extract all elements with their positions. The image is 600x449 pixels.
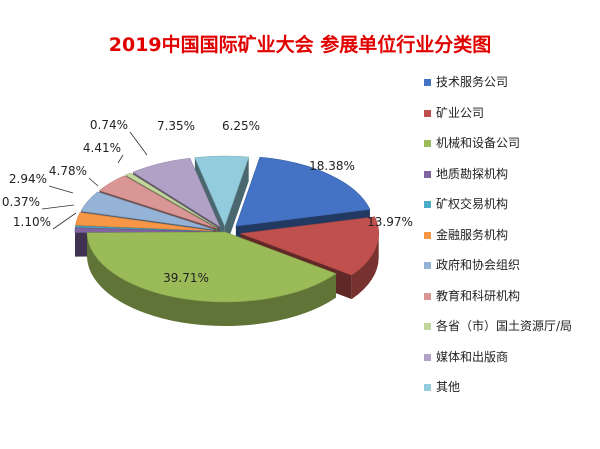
legend-label: 机械和设备公司 — [436, 136, 521, 150]
legend-label: 其他 — [436, 380, 461, 394]
legend: 技术服务公司 矿业公司机械和设备公司 地质勘探机构 矿权交易机构 金融服务机构 政府和协会… — [424, 74, 572, 410]
leader-line — [48, 185, 74, 194]
legend-swatch — [424, 292, 431, 300]
data-label: 6.25% — [222, 119, 260, 133]
legend-swatch — [424, 384, 431, 391]
legend-item: 其他 — [424, 379, 572, 410]
data-label: 13.97% — [367, 215, 413, 229]
legend-item: 金融服务机构 — [424, 227, 572, 258]
legend-label: 教育和科研机构 — [436, 288, 521, 303]
legend-swatch — [424, 140, 431, 147]
legend-item: 机械和设备公司 — [424, 135, 572, 166]
chart-title: 2019中国国际矿业大会 参展单位行业分类图 — [108, 34, 492, 56]
legend-swatch — [424, 231, 431, 239]
legend-label: 技术服务公司 — [436, 75, 509, 89]
pie-slice — [86, 231, 337, 326]
leader-line — [41, 204, 75, 210]
legend-swatch — [424, 201, 431, 208]
legend-swatch — [424, 353, 431, 361]
leader-line — [88, 177, 99, 187]
legend-label: 媒体和出版商 — [436, 349, 509, 364]
legend-swatch — [424, 262, 431, 269]
legend-item: 各省（市）国土资源厅/局 — [424, 318, 572, 349]
data-label: 0.74% — [90, 118, 128, 132]
legend-label: 政府和协会组织 — [436, 258, 521, 272]
data-label: 4.41% — [83, 141, 121, 155]
legend-label: 各省（市）国土资源厅/局 — [436, 319, 573, 333]
legend-swatch — [424, 323, 431, 330]
legend-swatch — [424, 79, 431, 86]
data-label: 4.78% — [49, 164, 87, 178]
data-label: 39.71% — [163, 271, 209, 285]
legend-label: 地质勘探机构 — [436, 166, 509, 181]
legend-item: 技术服务公司 — [424, 74, 572, 105]
data-label: 0.37% — [2, 195, 40, 209]
data-label: 18.38% — [309, 159, 355, 173]
legend-item: 地质勘探机构 — [424, 166, 572, 197]
legend-item: 矿业公司 — [424, 105, 572, 136]
legend-item: 矿权交易机构 — [424, 196, 572, 227]
legend-swatch — [424, 109, 431, 117]
legend-item: 教育和科研机构 — [424, 288, 572, 319]
legend-label: 金融服务机构 — [436, 227, 509, 242]
legend-label: 矿业公司 — [436, 105, 485, 120]
data-label: 2.94% — [9, 172, 47, 186]
legend-item: 政府和协会组织 — [424, 257, 572, 288]
legend-item: 媒体和出版商 — [424, 349, 572, 380]
legend-label: 矿权交易机构 — [436, 197, 509, 211]
leader-line — [52, 212, 77, 230]
legend-swatch — [424, 170, 431, 178]
leader-line — [117, 154, 124, 164]
data-label: 7.35% — [157, 119, 195, 133]
data-label: 1.10% — [13, 215, 51, 229]
leader-line — [129, 131, 148, 156]
